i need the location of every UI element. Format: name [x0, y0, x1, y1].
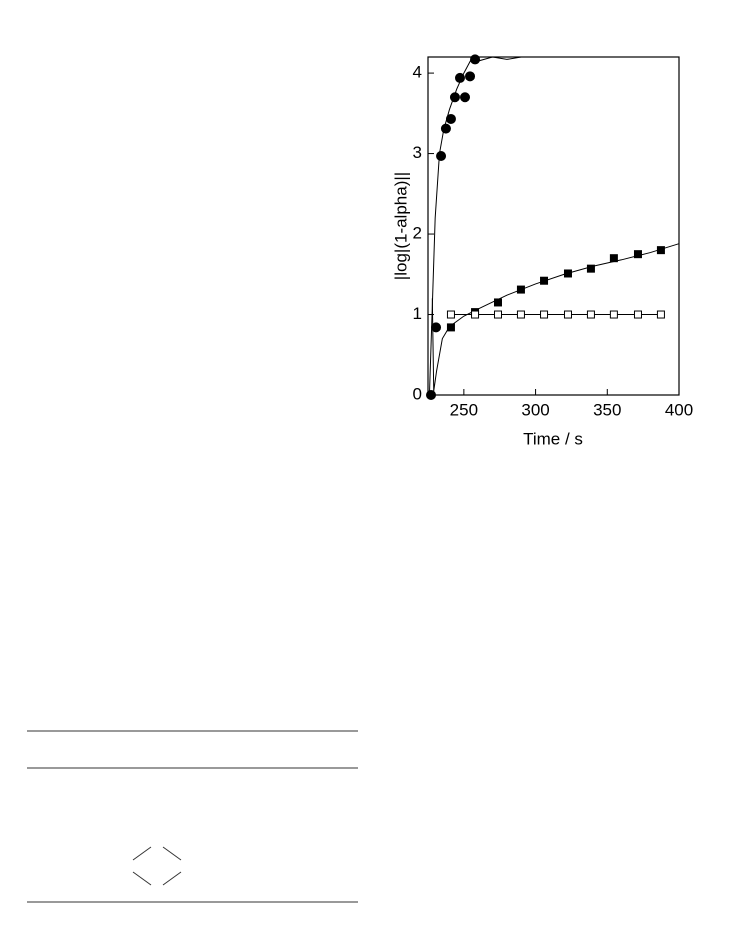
series-line [428, 56, 522, 396]
square-marker [540, 276, 549, 285]
y-tick-label: 1 [413, 304, 422, 323]
square-marker [516, 285, 525, 294]
x-tick-label: 350 [593, 400, 621, 419]
x-tick-label: 300 [521, 400, 549, 419]
square-marker [633, 250, 642, 259]
square-marker [656, 310, 665, 319]
circle-marker [431, 322, 442, 333]
circle-marker [449, 92, 460, 103]
square-marker [471, 310, 480, 319]
x-axis-label: Time / s [523, 429, 583, 448]
square-marker [493, 310, 502, 319]
plot-frame [427, 56, 680, 396]
square-marker [446, 310, 455, 319]
y-tick-label: 2 [413, 224, 422, 243]
square-marker [609, 254, 618, 263]
series-line [431, 243, 680, 392]
square-marker [446, 323, 455, 332]
circle-marker [445, 113, 456, 124]
x-tick-label: 250 [450, 400, 478, 419]
square-marker [563, 310, 572, 319]
x-tick-label: 400 [665, 400, 693, 419]
square-marker [656, 246, 665, 255]
square-marker [493, 298, 502, 307]
square-marker [609, 310, 618, 319]
square-marker [516, 310, 525, 319]
circle-marker [426, 390, 437, 400]
circle-marker [460, 92, 471, 103]
y-tick-label: 4 [413, 63, 422, 82]
circle-marker [454, 72, 465, 83]
circle-marker [465, 71, 476, 82]
square-marker [633, 310, 642, 319]
square-marker [586, 310, 595, 319]
y-axis-label: |log|(1-alpha)|| [391, 172, 410, 280]
y-tick-label: 3 [413, 143, 422, 162]
square-marker [563, 269, 572, 278]
circle-marker [440, 123, 451, 134]
circle-marker [436, 150, 447, 161]
y-tick-label: 0 [413, 384, 422, 403]
circle-marker [470, 54, 481, 65]
square-marker [586, 264, 595, 273]
diamond-icon [132, 846, 182, 886]
square-marker [540, 310, 549, 319]
